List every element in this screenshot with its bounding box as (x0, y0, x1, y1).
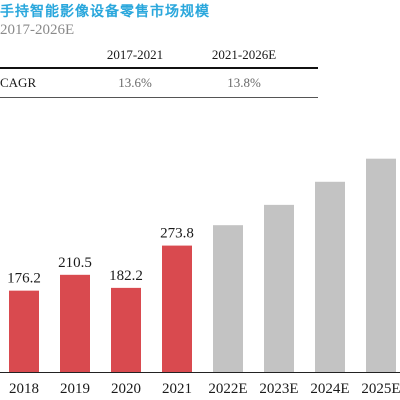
cagr-table-bottom-rule (0, 97, 318, 98)
bar-2021 (162, 245, 192, 372)
data-label-2018: 176.2 (7, 271, 41, 287)
x-tick-label-2023E: 2023E (259, 381, 298, 397)
x-tick-label-2025E: 2025E (361, 381, 400, 397)
bar-2018 (9, 290, 39, 372)
x-tick-label-2018: 2018 (9, 381, 39, 397)
chart-subtitle: 2017-2026E (0, 22, 75, 38)
x-tick-label-2021: 2021 (162, 381, 192, 397)
x-tick-label-2019: 2019 (60, 381, 90, 397)
bar-2024E (315, 181, 345, 372)
cagr-column-header-2: 2021-2026E (211, 47, 277, 62)
cagr-table-top-rule (0, 67, 318, 69)
bar-2022E (213, 225, 243, 372)
cagr-column-header-1: 2017-2021 (106, 47, 164, 62)
data-label-2019: 210.5 (58, 255, 92, 271)
x-tick-label-2024E: 2024E (310, 381, 349, 397)
bar-2023E (264, 204, 294, 372)
data-label-2020: 182.2 (109, 268, 143, 284)
bar-2020 (111, 287, 141, 372)
x-tick-label-2020: 2020 (111, 381, 141, 397)
chart-title: 手持智能影像设备零售市场规模 (0, 4, 210, 20)
cagr-row-label: CAGR (0, 75, 37, 90)
x-tick-label-2022E: 2022E (208, 381, 247, 397)
bar-2019 (60, 274, 90, 372)
cagr-value-1: 13.6% (118, 75, 152, 90)
data-label-2021: 273.8 (160, 226, 194, 242)
bar-2025E (366, 158, 396, 372)
cagr-value-2: 13.8% (227, 75, 261, 90)
